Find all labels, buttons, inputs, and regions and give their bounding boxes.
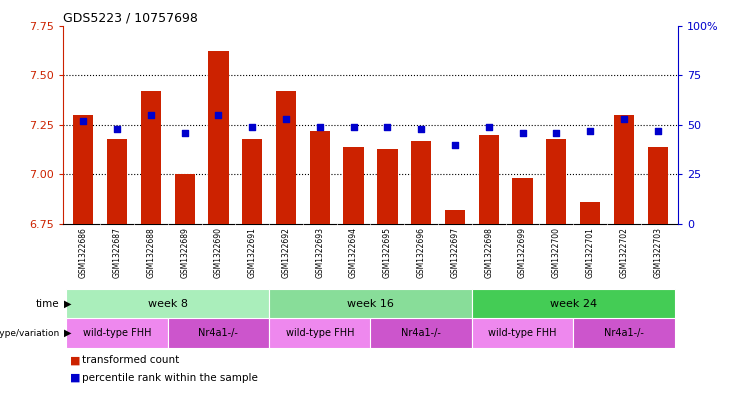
Point — [584, 128, 596, 134]
Bar — [574, 318, 674, 348]
Bar — [445, 210, 465, 224]
Bar — [513, 178, 533, 224]
Text: GSM1322691: GSM1322691 — [247, 227, 256, 278]
Bar — [614, 115, 634, 224]
Text: Nr4a1-/-: Nr4a1-/- — [402, 328, 441, 338]
Text: percentile rank within the sample: percentile rank within the sample — [82, 373, 257, 383]
Point — [483, 124, 495, 130]
Point — [449, 141, 461, 148]
Point — [213, 112, 225, 118]
Point — [314, 124, 326, 130]
Text: GSM1322703: GSM1322703 — [654, 227, 662, 278]
Text: wild-type FHH: wild-type FHH — [488, 328, 556, 338]
Bar — [73, 115, 93, 224]
Text: wild-type FHH: wild-type FHH — [285, 328, 354, 338]
Point — [77, 118, 89, 124]
Bar — [411, 141, 431, 224]
Text: GSM1322697: GSM1322697 — [451, 227, 459, 278]
Point — [618, 116, 630, 122]
Point — [145, 112, 157, 118]
Text: GSM1322692: GSM1322692 — [282, 227, 290, 278]
Point — [111, 126, 123, 132]
Text: time: time — [36, 299, 59, 309]
Text: ■: ■ — [70, 373, 81, 383]
Bar — [107, 139, 127, 224]
Text: Nr4a1-/-: Nr4a1-/- — [604, 328, 644, 338]
Text: GDS5223 / 10757698: GDS5223 / 10757698 — [63, 11, 198, 24]
Text: GSM1322687: GSM1322687 — [113, 227, 122, 278]
Text: GSM1322690: GSM1322690 — [214, 227, 223, 278]
Text: GSM1322694: GSM1322694 — [349, 227, 358, 278]
Bar — [546, 139, 567, 224]
Bar — [344, 147, 364, 224]
Bar — [648, 147, 668, 224]
Text: GSM1322696: GSM1322696 — [416, 227, 425, 278]
Text: week 24: week 24 — [550, 299, 597, 309]
Bar — [472, 289, 674, 318]
Text: GSM1322688: GSM1322688 — [146, 227, 156, 278]
Text: GSM1322698: GSM1322698 — [485, 227, 494, 278]
Text: genotype/variation: genotype/variation — [0, 329, 59, 338]
Point — [179, 130, 190, 136]
Bar — [67, 289, 269, 318]
Bar — [580, 202, 600, 224]
Point — [280, 116, 292, 122]
Bar — [269, 318, 370, 348]
Bar — [141, 91, 161, 224]
Bar — [479, 135, 499, 224]
Point — [382, 124, 393, 130]
Text: GSM1322701: GSM1322701 — [585, 227, 595, 278]
Bar — [208, 51, 228, 224]
Bar — [370, 318, 472, 348]
Point — [348, 124, 359, 130]
Text: GSM1322686: GSM1322686 — [79, 227, 87, 278]
Text: GSM1322700: GSM1322700 — [552, 227, 561, 278]
Bar — [167, 318, 269, 348]
Text: week 8: week 8 — [147, 299, 187, 309]
Text: ■: ■ — [70, 355, 81, 365]
Text: transformed count: transformed count — [82, 355, 179, 365]
Point — [516, 130, 528, 136]
Text: GSM1322699: GSM1322699 — [518, 227, 527, 278]
Text: ▶: ▶ — [64, 328, 71, 338]
Bar — [174, 174, 195, 224]
Bar — [472, 318, 574, 348]
Text: GSM1322695: GSM1322695 — [383, 227, 392, 278]
Point — [551, 130, 562, 136]
Bar — [269, 289, 472, 318]
Text: wild-type FHH: wild-type FHH — [83, 328, 151, 338]
Point — [415, 126, 427, 132]
Point — [652, 128, 664, 134]
Bar — [67, 318, 167, 348]
Bar — [310, 131, 330, 224]
Point — [246, 124, 258, 130]
Text: ▶: ▶ — [64, 299, 71, 309]
Text: Nr4a1-/-: Nr4a1-/- — [199, 328, 239, 338]
Text: GSM1322702: GSM1322702 — [619, 227, 628, 278]
Text: week 16: week 16 — [347, 299, 394, 309]
Text: GSM1322693: GSM1322693 — [316, 227, 325, 278]
Bar — [242, 139, 262, 224]
Bar — [377, 149, 397, 224]
Text: GSM1322689: GSM1322689 — [180, 227, 189, 278]
Bar — [276, 91, 296, 224]
